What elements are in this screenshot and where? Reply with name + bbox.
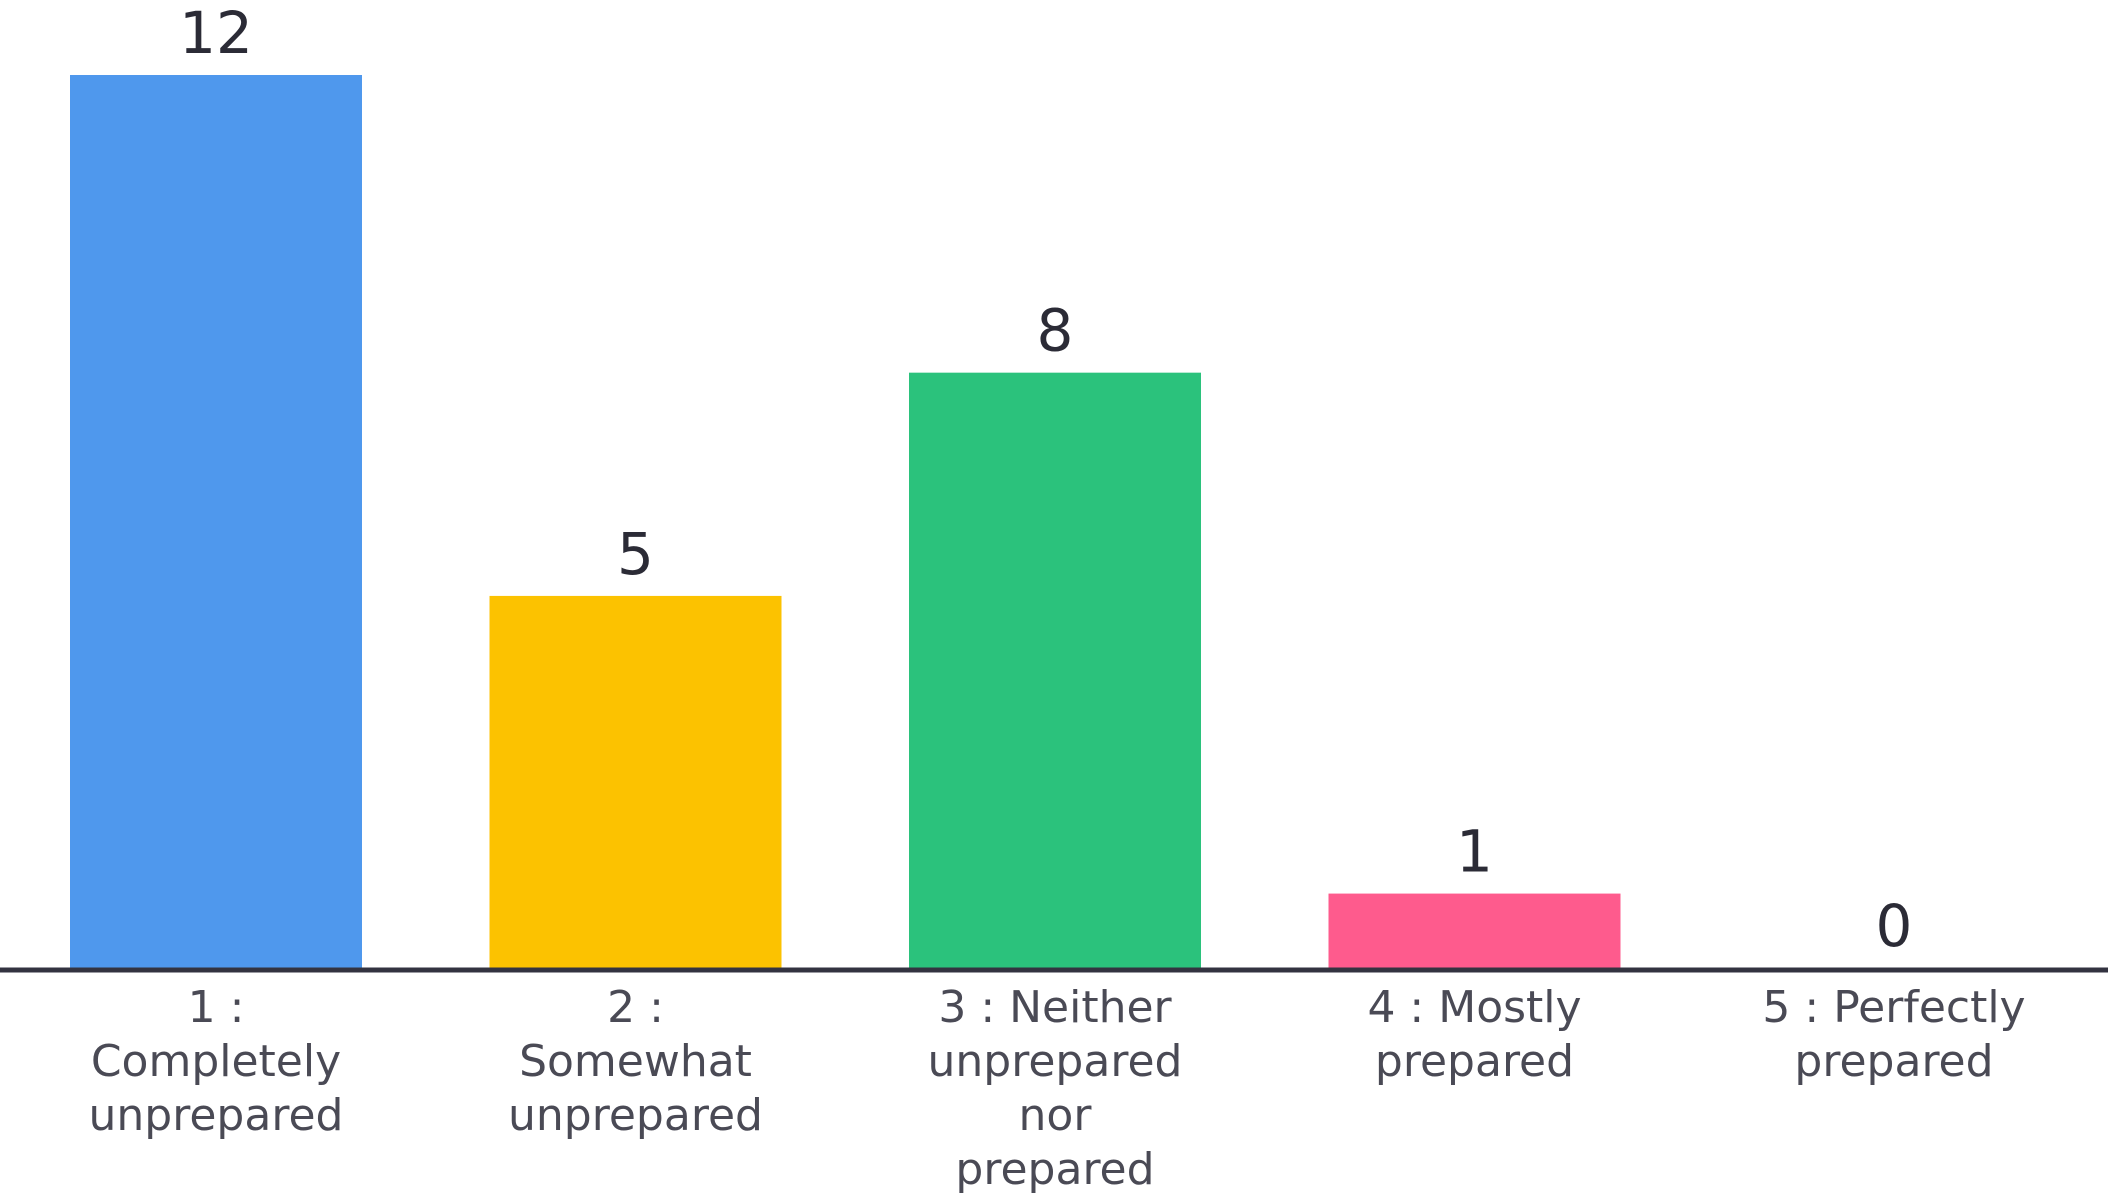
bar-4 — [1328, 893, 1621, 968]
value-label-3: 8 — [1037, 297, 1074, 365]
bar-1 — [70, 75, 362, 968]
category-label-3-line-3: nor — [1019, 1090, 1093, 1141]
bar-2 — [489, 595, 782, 968]
value-label-1: 12 — [179, 0, 253, 67]
category-label-1-line-2: Completely — [91, 1036, 341, 1087]
category-label-3-line-4: prepared — [955, 1144, 1154, 1195]
value-label-5: 0 — [1876, 892, 1913, 960]
bars-group — [70, 75, 1621, 969]
category-label-2-line-3: unprepared — [508, 1090, 763, 1141]
category-label-5-line-2: prepared — [1794, 1036, 1993, 1087]
category-label-4-line-2: prepared — [1375, 1036, 1574, 1087]
category-label-4-line-1: 4 : Mostly — [1367, 982, 1581, 1033]
value-label-4: 1 — [1456, 818, 1493, 886]
bar-3 — [909, 372, 1201, 969]
category-label-1-line-3: unprepared — [89, 1090, 344, 1141]
category-label-3-line-2: unprepared — [928, 1036, 1183, 1087]
category-label-2-line-1: 2 : — [607, 982, 664, 1033]
category-label-5-line-1: 5 : Perfectly — [1762, 982, 2025, 1033]
value-labels-group: 12 5 8 1 0 — [179, 0, 1912, 960]
category-label-1-line-1: 1 : — [188, 982, 245, 1033]
category-label-2-line-2: Somewhat — [519, 1036, 752, 1087]
value-label-2: 5 — [617, 520, 654, 588]
category-label-3-line-1: 3 : Neither — [938, 982, 1172, 1033]
